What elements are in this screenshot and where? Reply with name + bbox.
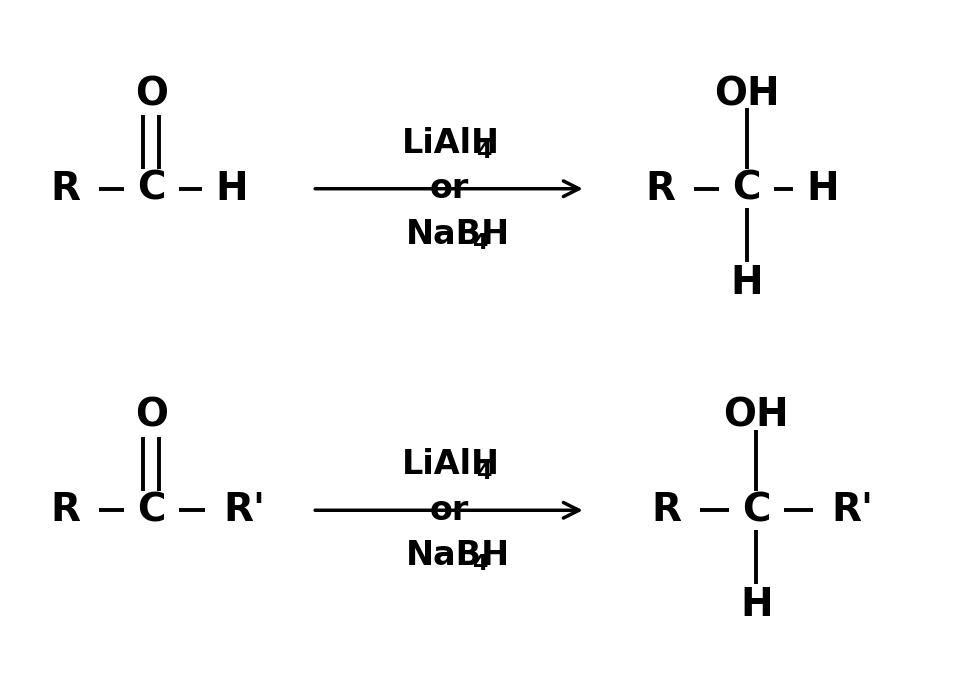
Text: 4: 4 [476,142,492,161]
Text: OH: OH [713,75,780,113]
Text: O: O [135,75,168,113]
Text: or: or [429,493,468,527]
Text: 4: 4 [476,463,492,483]
Text: NaBH: NaBH [406,217,510,251]
Text: LiAlH: LiAlH [402,127,500,160]
Text: C: C [732,170,761,208]
Text: H: H [740,586,773,624]
Text: R': R' [223,491,265,529]
Text: H: H [215,170,248,208]
Text: NaBH: NaBH [406,539,510,572]
Text: C: C [137,170,166,208]
Text: H: H [806,170,839,208]
Text: C: C [137,491,166,529]
Text: 4: 4 [472,554,488,574]
Text: R: R [51,491,80,529]
Text: R: R [652,491,681,529]
Text: R: R [646,170,675,208]
Text: LiAlH: LiAlH [402,448,500,482]
Text: O: O [135,397,168,435]
Text: OH: OH [723,397,790,435]
Text: R: R [51,170,80,208]
Text: C: C [742,491,771,529]
Text: R': R' [831,491,874,529]
Text: 4: 4 [472,233,488,252]
Text: or: or [429,172,468,206]
Text: H: H [730,264,763,302]
